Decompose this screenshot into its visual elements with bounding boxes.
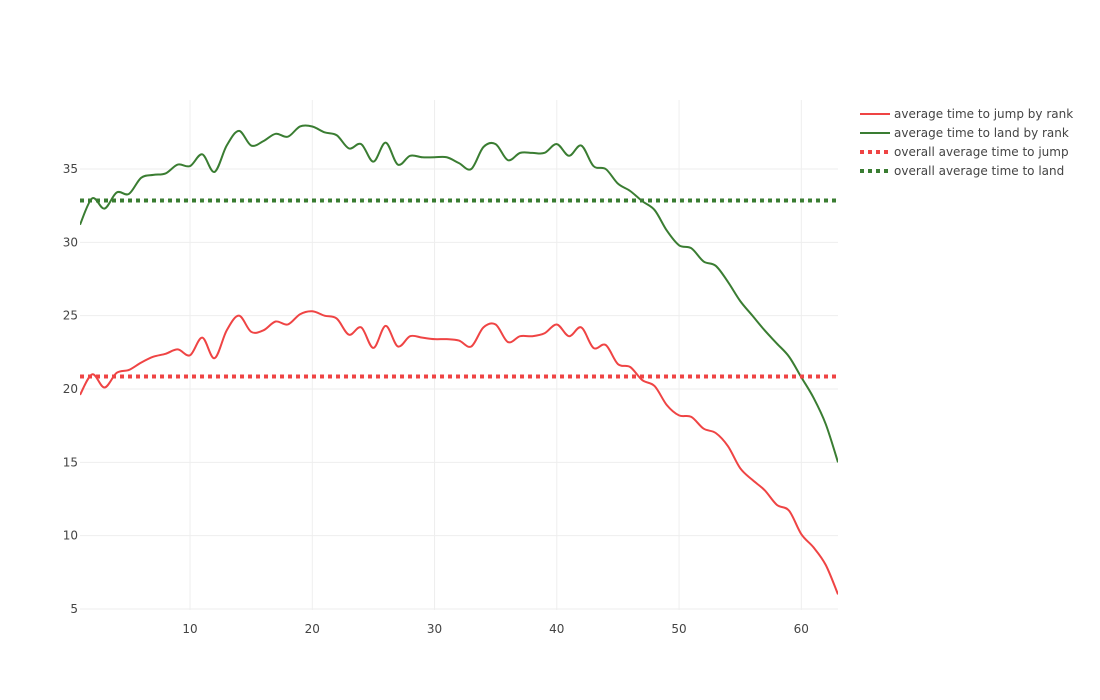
y-tick-label: 20 xyxy=(63,382,78,396)
x-tick-label: 30 xyxy=(427,622,442,636)
legend-label[interactable]: overall average time to jump xyxy=(894,145,1069,159)
x-tick-label: 10 xyxy=(182,622,197,636)
legend[interactable]: average time to jump by rank average time… xyxy=(860,107,1073,178)
plot-area xyxy=(80,124,838,595)
legend-label[interactable]: overall average time to land xyxy=(894,164,1064,178)
x-tick-label: 50 xyxy=(671,622,686,636)
x-tick-label: 60 xyxy=(794,622,809,636)
series-line-0 xyxy=(80,310,838,595)
y-tick-label: 30 xyxy=(63,235,78,249)
y-tick-label: 25 xyxy=(63,309,78,323)
x-axis-ticks: 10 20 30 40 50 60 xyxy=(182,622,809,636)
y-tick-label: 10 xyxy=(63,529,78,543)
series-line-1 xyxy=(80,124,838,463)
y-axis-ticks: 5 10 15 20 25 30 35 xyxy=(63,162,78,616)
x-tick-label: 40 xyxy=(549,622,564,636)
y-tick-label: 5 xyxy=(70,602,78,616)
grid xyxy=(80,100,838,610)
y-tick-label: 35 xyxy=(63,162,78,176)
legend-label[interactable]: average time to jump by rank xyxy=(894,107,1073,121)
y-tick-label: 15 xyxy=(63,455,78,469)
x-tick-label: 20 xyxy=(305,622,320,636)
legend-label[interactable]: average time to land by rank xyxy=(894,126,1069,140)
